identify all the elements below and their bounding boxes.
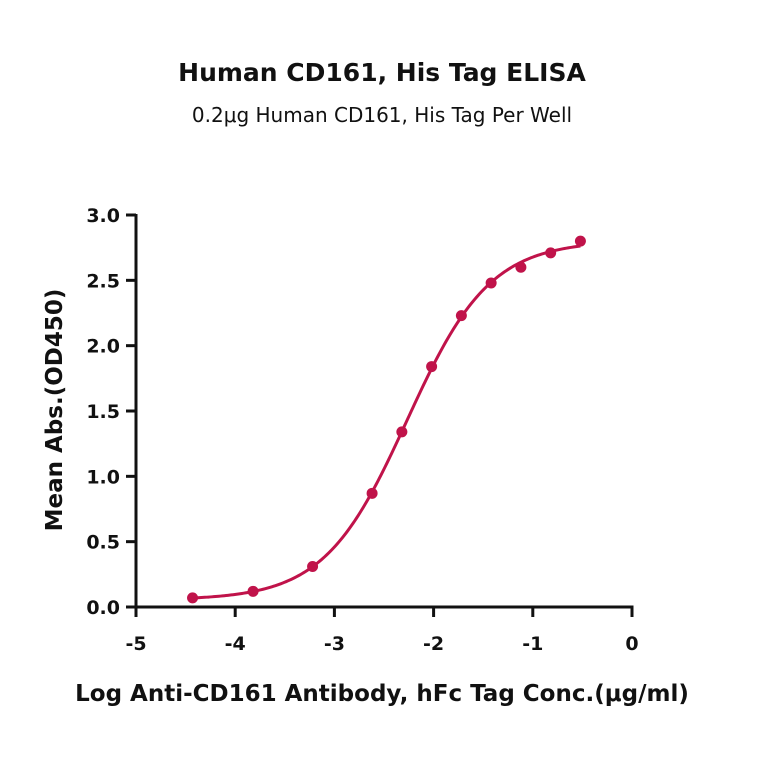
y-tick-label: 0.5: [86, 532, 120, 554]
data-point: [545, 247, 557, 259]
y-ticks: 0.0 0.5 1.0 1.5 2.0 2.5 3.0: [86, 205, 136, 619]
y-tick-label: 1.0: [86, 466, 120, 488]
x-tick-label: -4: [225, 633, 246, 655]
x-tick-label: -3: [324, 633, 345, 655]
x-tick-label: 0: [625, 633, 638, 655]
x-tick-label: -1: [522, 633, 543, 655]
data-point: [574, 235, 586, 247]
data-point: [515, 261, 527, 273]
data-points: [187, 235, 586, 604]
data-point: [247, 585, 259, 597]
axes: [134, 214, 634, 609]
y-tick-label: 2.0: [86, 336, 120, 358]
data-point: [366, 487, 378, 499]
data-point: [455, 310, 467, 322]
x-tick-label: -5: [125, 633, 146, 655]
data-point: [396, 426, 408, 438]
chart-subtitle: 0.2μg Human CD161, His Tag Per Well: [191, 103, 573, 127]
y-axis-label: Mean Abs.(OD450): [42, 289, 68, 532]
x-ticks: -5 -4 -3 -2 -1 0: [125, 607, 639, 655]
y-tick-label: 1.5: [86, 401, 120, 423]
y-tick-label: 3.0: [86, 205, 120, 227]
chart-title: Human CD161, His Tag ELISA: [178, 58, 586, 87]
data-point: [426, 361, 438, 373]
x-axis-label: Log Anti-CD161 Antibody, hFc Tag Conc.(μ…: [75, 681, 689, 707]
x-tick-label: -2: [423, 633, 444, 655]
fit-curve: [192, 244, 581, 600]
y-tick-label: 0.0: [86, 597, 120, 619]
data-point: [307, 560, 319, 572]
y-tick-label: 2.5: [86, 270, 120, 292]
data-point: [485, 277, 497, 289]
data-point: [187, 592, 199, 604]
